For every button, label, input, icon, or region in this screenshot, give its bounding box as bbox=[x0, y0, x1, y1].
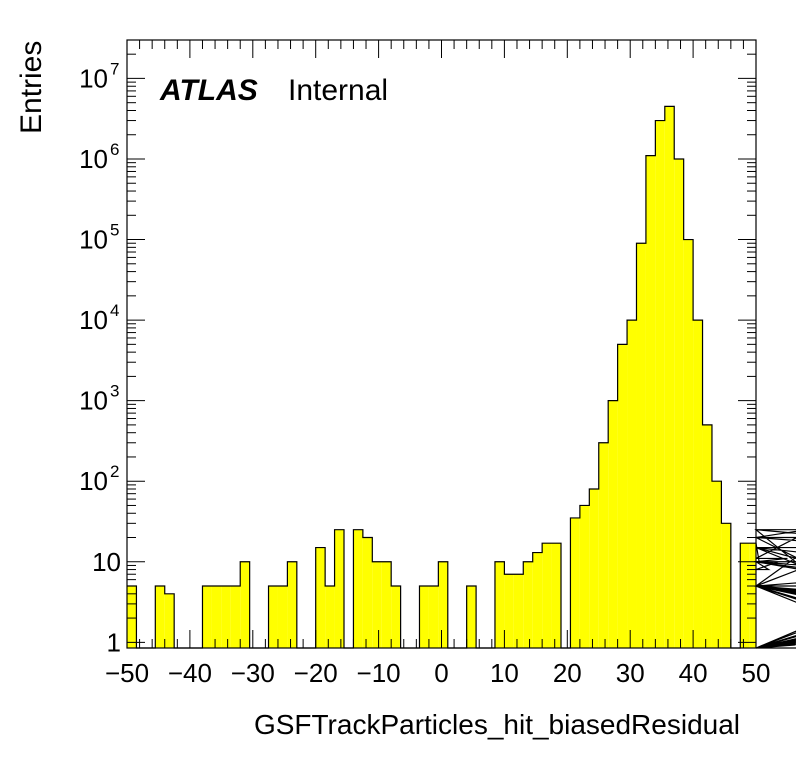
histogram-outline bbox=[127, 105, 796, 649]
x-tick-labels: −50 −40 −30 −20 −10 0 10 20 30 40 50 bbox=[105, 658, 771, 688]
x-axis-title: GSFTrackParticles_hit_biasedResidual bbox=[254, 709, 740, 740]
histogram-bar bbox=[617, 344, 628, 648]
y-tick-exponent: 5 bbox=[110, 221, 119, 240]
histogram-bars bbox=[127, 106, 756, 649]
histogram-bar bbox=[155, 586, 165, 648]
histogram-bar bbox=[627, 320, 637, 648]
y-tick-exponent: 6 bbox=[110, 140, 119, 159]
histogram-bar bbox=[391, 586, 401, 648]
histogram-bar bbox=[542, 543, 552, 648]
histogram-bar bbox=[674, 158, 684, 648]
histogram-bar bbox=[749, 543, 756, 648]
y-tick-label: 10 bbox=[79, 466, 108, 496]
histogram-bar bbox=[579, 505, 590, 648]
histogram-bar bbox=[268, 586, 278, 648]
histogram-bar bbox=[711, 481, 722, 648]
x-tick-label: −20 bbox=[294, 658, 338, 688]
histogram-bar bbox=[466, 586, 477, 648]
histogram-bar bbox=[494, 561, 505, 648]
histogram-bar bbox=[438, 561, 448, 648]
histogram-bar bbox=[570, 517, 580, 648]
histogram-bar bbox=[334, 529, 345, 648]
histogram-bar bbox=[504, 574, 514, 648]
y-tick-label: 10 bbox=[92, 547, 121, 577]
y-tick-label: 1 bbox=[107, 627, 121, 657]
histogram-bar bbox=[683, 239, 694, 648]
y-tick-label: 10 bbox=[79, 305, 108, 335]
x-tick-label: −40 bbox=[168, 658, 212, 688]
histogram-bar bbox=[693, 320, 703, 648]
x-tick-label: 30 bbox=[616, 658, 645, 688]
histogram-bar bbox=[664, 106, 675, 649]
histogram-outline-layer bbox=[127, 105, 796, 649]
y-tick-exponent: 7 bbox=[110, 59, 119, 78]
histogram-bar bbox=[702, 424, 712, 648]
histogram-bar bbox=[532, 552, 543, 648]
histogram-bar bbox=[221, 586, 231, 648]
internal-label: Internal bbox=[288, 74, 388, 107]
x-tick-label: 50 bbox=[742, 658, 771, 688]
histogram-bar bbox=[598, 442, 609, 648]
y-tick-exponent: 2 bbox=[110, 462, 119, 481]
histogram-bar bbox=[277, 586, 288, 648]
x-tick-label: −10 bbox=[357, 658, 401, 688]
y-axis-title: Entries bbox=[15, 41, 48, 134]
y-tick-label: 10 bbox=[79, 386, 108, 416]
y-axis-ticks bbox=[127, 39, 756, 643]
histogram-bar bbox=[655, 120, 665, 648]
y-tick-label: 10 bbox=[79, 63, 108, 93]
histogram-bar bbox=[608, 400, 618, 648]
histogram-bar bbox=[362, 537, 373, 648]
x-tick-label: 20 bbox=[553, 658, 582, 688]
x-tick-label: −50 bbox=[105, 658, 149, 688]
histogram-bar bbox=[240, 561, 250, 648]
histogram-bar bbox=[428, 586, 439, 648]
histogram-bar bbox=[381, 561, 392, 648]
y-tick-exponent: 3 bbox=[110, 382, 119, 401]
x-tick-label: 40 bbox=[679, 658, 708, 688]
histogram-bar bbox=[645, 155, 656, 649]
histogram-bar bbox=[513, 574, 524, 648]
histogram-bar bbox=[315, 547, 326, 648]
histogram-bar bbox=[353, 529, 363, 648]
y-tick-exponent: 4 bbox=[110, 301, 119, 320]
y-tick-label: 10 bbox=[79, 144, 108, 174]
histogram-bar bbox=[419, 586, 429, 648]
histogram-bar bbox=[287, 561, 297, 648]
histogram-bar bbox=[721, 523, 731, 648]
histogram-bar bbox=[740, 543, 750, 648]
histogram-bar bbox=[325, 586, 335, 648]
x-axis-ticks bbox=[126, 40, 757, 648]
x-tick-label: 0 bbox=[434, 658, 448, 688]
x-tick-label: 10 bbox=[490, 658, 519, 688]
histogram-bar bbox=[636, 243, 646, 649]
histogram-bar bbox=[372, 561, 382, 648]
histogram-bar bbox=[202, 586, 212, 648]
histogram-bar bbox=[127, 586, 137, 648]
histogram-bar bbox=[589, 489, 599, 648]
x-tick-label: −30 bbox=[231, 658, 275, 688]
y-tick-label: 10 bbox=[79, 225, 108, 255]
histogram-bar bbox=[230, 586, 241, 648]
histogram-bar bbox=[523, 561, 533, 648]
histogram-bar bbox=[164, 593, 175, 648]
histogram-bar bbox=[551, 543, 562, 648]
histogram-bar bbox=[211, 586, 222, 648]
atlas-label: ATLAS bbox=[159, 74, 258, 107]
